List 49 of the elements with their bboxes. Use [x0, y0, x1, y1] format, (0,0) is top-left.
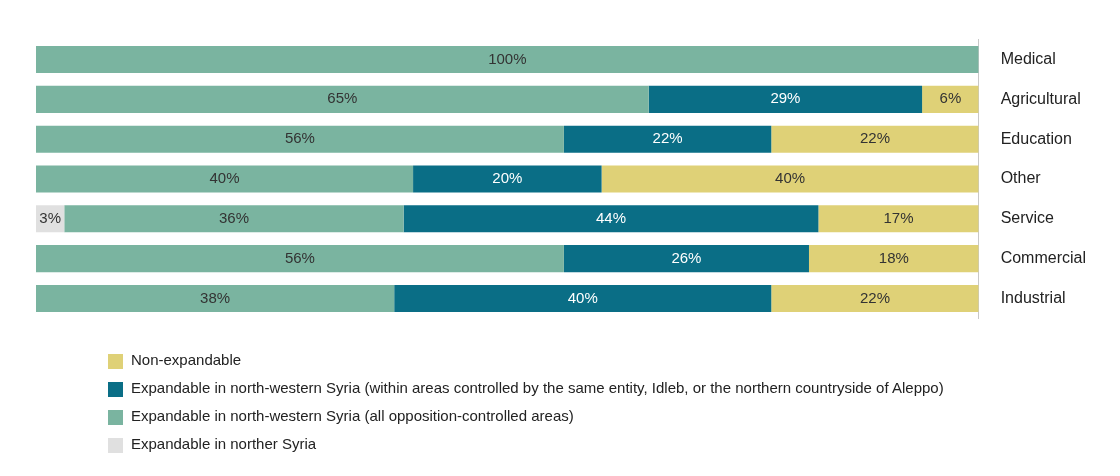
- data-label: 65%: [327, 89, 358, 107]
- bar: [36, 165, 414, 193]
- y-tick-label: Industrial: [1000, 288, 1066, 306]
- bar: [648, 85, 923, 113]
- data-label: 17%: [883, 208, 914, 226]
- data-label: 40%: [209, 169, 240, 187]
- bar: [563, 125, 772, 153]
- y-tick-label: Agricultural: [1000, 89, 1081, 107]
- bar: [64, 205, 404, 233]
- legend-label: Expandable in north-western Syria (within areas controlled by the same entity, Idleb, or the northern countryside of Aleppo): [131, 379, 944, 396]
- bar: [771, 284, 979, 313]
- data-label: 22%: [859, 288, 890, 306]
- bar: [36, 125, 564, 153]
- data-label: 26%: [671, 248, 702, 266]
- bar: [771, 125, 979, 153]
- data-label: 20%: [492, 169, 523, 187]
- y-tick-label: Medical: [1000, 49, 1056, 67]
- bar: [36, 45, 979, 74]
- data-label: 36%: [218, 208, 249, 226]
- data-label: 100%: [488, 49, 527, 67]
- data-label: 22%: [652, 129, 683, 147]
- data-label: 3%: [39, 208, 61, 226]
- y-tick-label: Commercial: [1000, 249, 1086, 267]
- data-label: 44%: [596, 208, 627, 226]
- legend-label: Expandable in norther Syria: [131, 435, 317, 452]
- data-label: 56%: [284, 129, 315, 147]
- bar: [394, 284, 772, 313]
- bar: [36, 245, 564, 273]
- data-label: 40%: [775, 169, 806, 187]
- bar: [808, 245, 979, 273]
- bar: [563, 245, 809, 273]
- data-label: 18%: [878, 248, 909, 266]
- data-label: 6%: [939, 89, 962, 107]
- bar: [36, 284, 395, 313]
- bar: [818, 205, 979, 233]
- data-label: 56%: [284, 248, 315, 266]
- bar: [413, 165, 602, 193]
- data-label: 38%: [200, 288, 231, 306]
- bar: [403, 205, 819, 233]
- data-label: 22%: [859, 129, 890, 147]
- y-tick-label: Service: [1000, 209, 1055, 227]
- bar: [601, 165, 979, 193]
- legend-label: Expandable in north-western Syria (all opposition-controlled areas): [131, 407, 574, 424]
- legend-label: Non-expandable: [131, 351, 242, 368]
- data-label: 29%: [770, 89, 801, 107]
- y-tick-label: Other: [1000, 169, 1042, 187]
- bar: [36, 85, 649, 113]
- y-tick-label: Education: [1000, 129, 1072, 147]
- data-label: 40%: [567, 288, 598, 306]
